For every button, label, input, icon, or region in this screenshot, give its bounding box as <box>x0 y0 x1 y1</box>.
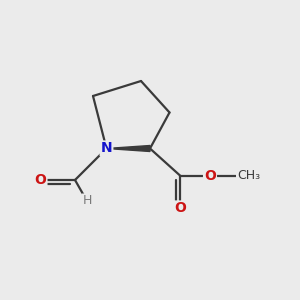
Polygon shape <box>106 146 150 152</box>
Text: O: O <box>174 202 186 215</box>
Text: H: H <box>82 194 92 208</box>
Text: O: O <box>34 173 46 187</box>
Text: N: N <box>101 142 112 155</box>
Text: O: O <box>204 169 216 182</box>
Text: CH₃: CH₃ <box>237 169 260 182</box>
